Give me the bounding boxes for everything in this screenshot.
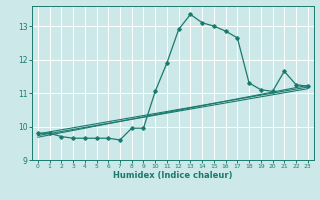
X-axis label: Humidex (Indice chaleur): Humidex (Indice chaleur) — [113, 171, 233, 180]
